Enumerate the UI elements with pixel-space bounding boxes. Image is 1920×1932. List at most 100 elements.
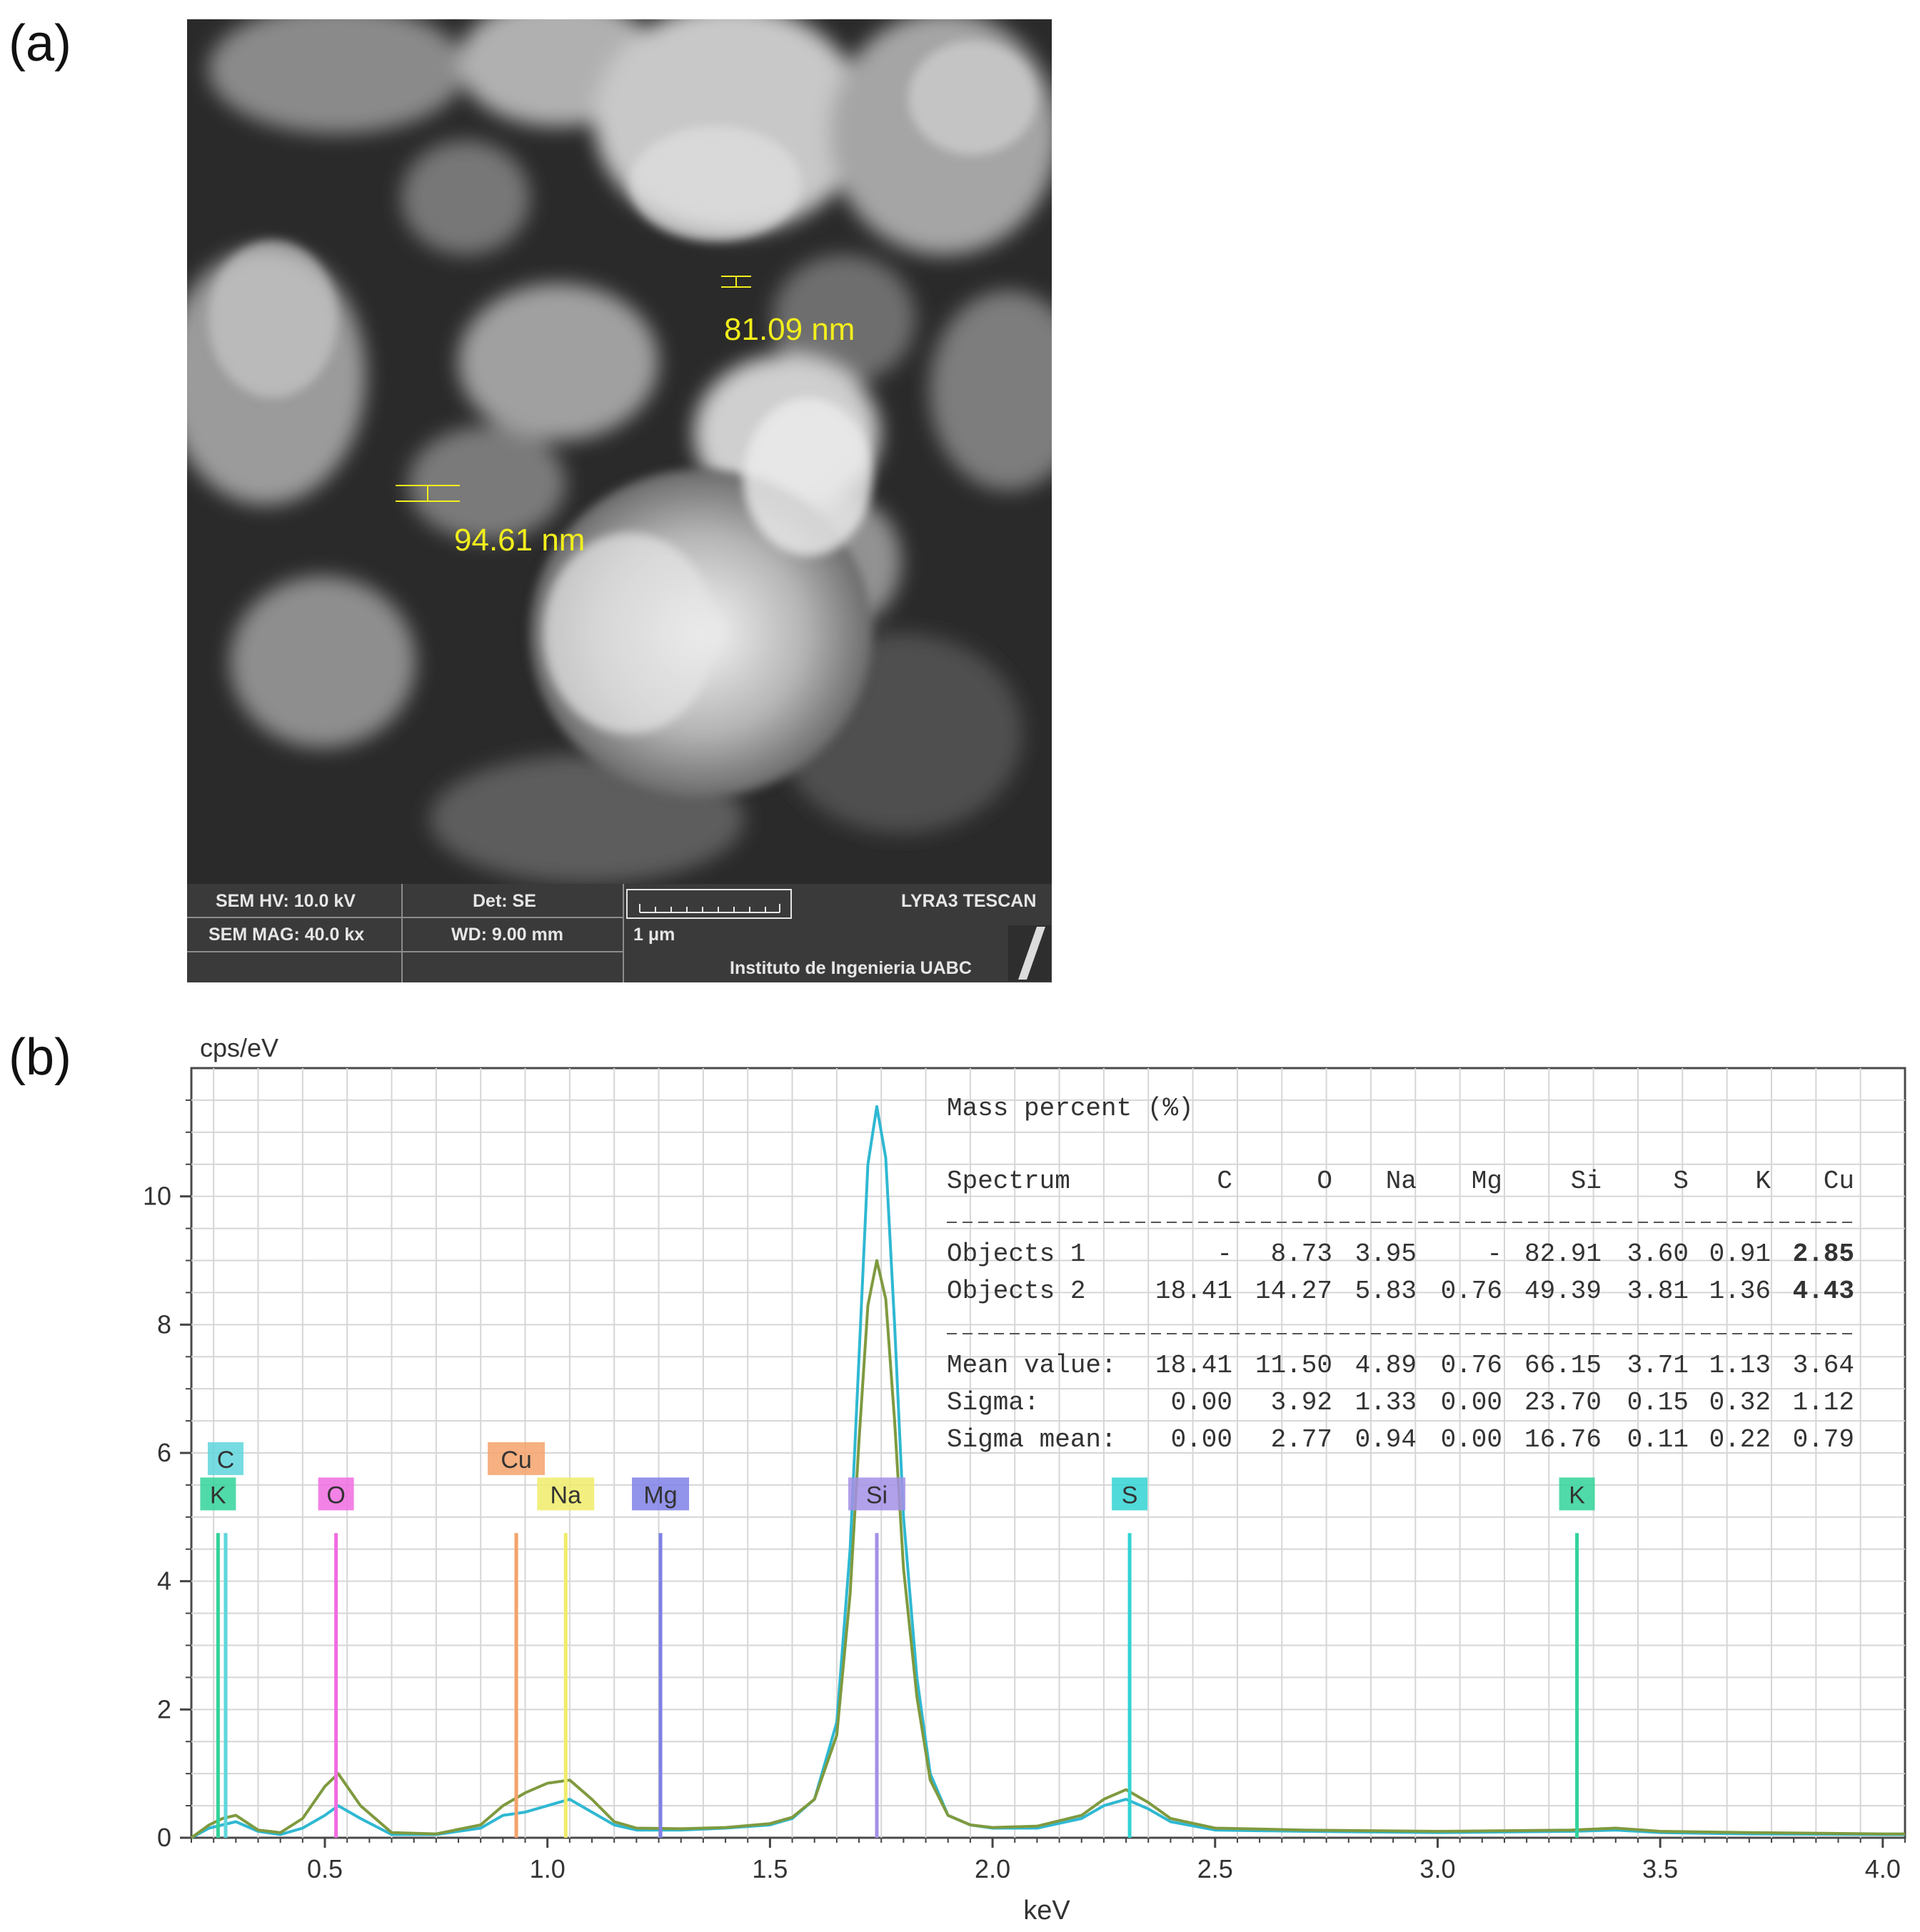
y-tick-label: 8 <box>157 1309 171 1339</box>
x-axis-label: keV <box>1023 1896 1070 1926</box>
y-tick-label: 0 <box>157 1823 171 1852</box>
sem-micrograph: 81.09 nm 94.61 nm SEM HV: 10.0 kV Det: S… <box>187 19 1052 982</box>
table-header-cell: S <box>1673 1167 1689 1196</box>
y-tick-label: 4 <box>157 1566 171 1596</box>
table-stat-row-cell: 0.00 <box>1171 1425 1232 1454</box>
table-stat-row-cell: 23.70 <box>1524 1388 1602 1417</box>
x-tick-label: 3.0 <box>1419 1854 1455 1883</box>
sem-hv-text: SEM HV: 10.0 kV <box>216 891 356 911</box>
x-tick-label: 2.0 <box>975 1854 1010 1883</box>
panel-a-label: (a) <box>9 15 71 72</box>
table-row-obj2-cell: 5.83 <box>1355 1277 1417 1306</box>
table-stat-row-cell: 11.50 <box>1255 1351 1332 1380</box>
table-row-obj2-cell: 0.76 <box>1441 1277 1502 1306</box>
x-tick-label: 0.5 <box>307 1854 343 1883</box>
table-header-cell: Mg <box>1472 1167 1502 1196</box>
y-tick-label: 2 <box>157 1694 171 1724</box>
element-tag-c: C <box>217 1447 235 1474</box>
table-stat-row-cell: 16.76 <box>1524 1425 1602 1454</box>
table-stat-row-cell: 0.32 <box>1709 1388 1771 1417</box>
y-tick-label: 10 <box>143 1182 171 1211</box>
table-stat-row-cell: 0.94 <box>1355 1425 1417 1454</box>
table-header-cell: O <box>1317 1167 1332 1196</box>
table-row-obj1-cell: 2.85 <box>1793 1239 1854 1269</box>
table-header-cell: Cu <box>1824 1167 1854 1196</box>
table-header-cell: Na <box>1386 1167 1417 1196</box>
table-header-cell: C <box>1217 1167 1232 1196</box>
measurement-marker-2 <box>396 485 460 502</box>
sem-image <box>187 19 1052 884</box>
table-header-cell: K <box>1755 1167 1771 1196</box>
tescan-logo <box>1008 925 1051 981</box>
table-row-obj1-cell: 8.73 <box>1271 1239 1332 1269</box>
measurement-label-2: 94.61 nm <box>454 523 585 558</box>
table-stat-row-cell: 3.71 <box>1627 1351 1689 1380</box>
x-tick-label: 1.5 <box>752 1854 788 1883</box>
table-stat-row-cell: 3.92 <box>1271 1388 1332 1417</box>
instrument-text: LYRA3 TESCAN <box>901 891 1037 911</box>
table-stat-row-cell: 1.12 <box>1793 1388 1854 1417</box>
spectrum-line-2 <box>190 1259 1905 1839</box>
sem-info-bar: SEM HV: 10.0 kV Det: SE SEM MAG: 40.0 kx… <box>187 884 1052 982</box>
table-row-obj2-cell: 3.81 <box>1627 1277 1689 1306</box>
table-stat-row-cell: 2.77 <box>1271 1425 1332 1454</box>
element-tag-si: Si <box>866 1481 888 1509</box>
table-row-obj2-cell: 14.27 <box>1255 1277 1332 1306</box>
element-tag-box <box>208 1442 243 1476</box>
table-title: Mass percent (%) <box>947 1094 1194 1123</box>
element-tag-mg: Mg <box>643 1481 677 1509</box>
table-row-obj2-cell: 18.41 <box>1155 1277 1232 1306</box>
table-header-cell: Spectrum <box>947 1167 1070 1196</box>
mass-percent-table: Mass percent (%) Spectrum C O Na Mg Si S K Cu Obje… <box>947 1094 1854 1454</box>
sem-mag-text: SEM MAG: 40.0 kx <box>208 925 365 945</box>
table-stat-row-cell: 0.00 <box>1441 1388 1502 1417</box>
measurement-label-1: 81.09 nm <box>724 312 855 347</box>
table-stat-row-cell: 0.00 <box>1441 1425 1502 1454</box>
table-stat-row-cell: 3.64 <box>1793 1351 1854 1380</box>
table-stat-row-cell: 0.11 <box>1627 1425 1689 1454</box>
table-stat-row-cell: 0.79 <box>1793 1425 1854 1454</box>
table-row-obj1-cell: - <box>1487 1239 1502 1269</box>
y-tick-label: 6 <box>157 1438 171 1467</box>
det-text: Det: SE <box>473 891 536 911</box>
table-row-obj2-cell: 49.39 <box>1524 1277 1602 1306</box>
element-tag-box <box>1112 1477 1148 1511</box>
element-tag-na: Na <box>551 1481 582 1509</box>
y-axis-label: cps/eV <box>200 1033 278 1062</box>
element-tag-k: K <box>210 1481 226 1509</box>
table-header-cell: Si <box>1571 1167 1602 1196</box>
element-tag-box <box>200 1477 236 1511</box>
table-row-obj2-cell: 1.36 <box>1709 1277 1771 1306</box>
table-stat-row-cell: 4.89 <box>1355 1351 1417 1380</box>
axes: 0.5 1.0 1.5 2.0 2.5 3.0 3.5 4.0 0 2 4 6 8 10 <box>143 1099 1906 1883</box>
spectrum-series <box>190 1105 1905 1839</box>
table-row-obj1-cell: Objects 1 <box>947 1239 1085 1269</box>
x-tick-label: 1.0 <box>530 1854 566 1883</box>
table-stat-row-cell: 1.13 <box>1709 1351 1771 1380</box>
table-stat-row-cell: 0.76 <box>1441 1351 1502 1380</box>
table-row-obj1-cell: 82.91 <box>1524 1239 1602 1269</box>
element-tag-box <box>848 1477 905 1511</box>
table-stat-row-cell: 1.33 <box>1355 1388 1417 1417</box>
measurement-marker-1 <box>721 276 751 288</box>
table-row-obj2-cell: 4.43 <box>1793 1277 1854 1306</box>
table-stat-row-cell: Sigma mean: <box>947 1425 1117 1454</box>
element-tag-box <box>632 1477 690 1511</box>
wd-text: WD: 9.00 mm <box>451 925 563 945</box>
table-row-obj2-cell: Objects 2 <box>947 1277 1085 1306</box>
table-stat-row-cell: 0.22 <box>1709 1425 1771 1454</box>
element-tag-box <box>1559 1477 1595 1511</box>
spectrum-line-1 <box>191 1105 1905 1839</box>
table-row-obj1-cell: 3.60 <box>1627 1239 1689 1269</box>
element-tag-s: S <box>1122 1481 1138 1509</box>
table-stat-row-cell: 66.15 <box>1524 1351 1602 1380</box>
element-tag-cu: Cu <box>501 1447 531 1474</box>
table-stat-row-cell: 0.15 <box>1627 1388 1689 1417</box>
table-row-obj1-cell: 0.91 <box>1709 1239 1771 1269</box>
panel-b-label: (b) <box>9 1029 71 1086</box>
element-tag-box <box>488 1442 546 1476</box>
table-stat-row-cell: 18.41 <box>1155 1351 1232 1380</box>
x-tick-label: 4.0 <box>1865 1854 1901 1883</box>
